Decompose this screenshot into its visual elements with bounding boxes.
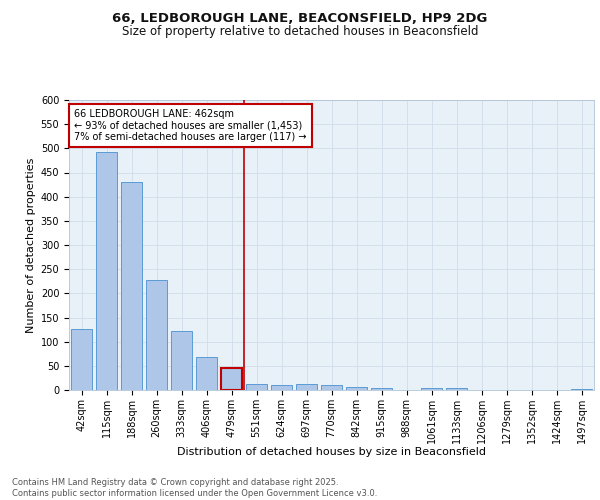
Bar [171,331,192,390]
Bar [371,388,392,390]
Text: 66 LEDBOROUGH LANE: 462sqm
← 93% of detached houses are smaller (1,453)
7% of se: 66 LEDBOROUGH LANE: 462sqm ← 93% of deta… [74,108,307,142]
Bar [421,388,442,390]
Bar [246,384,267,390]
Bar [446,388,467,390]
Bar [571,388,592,390]
Bar [121,182,142,390]
X-axis label: Distribution of detached houses by size in Beaconsfield: Distribution of detached houses by size … [177,448,486,458]
Bar [146,280,167,390]
Bar [221,368,242,390]
Text: 66, LEDBOROUGH LANE, BEACONSFIELD, HP9 2DG: 66, LEDBOROUGH LANE, BEACONSFIELD, HP9 2… [112,12,488,26]
Bar [296,384,317,390]
Bar [196,357,217,390]
Text: Size of property relative to detached houses in Beaconsfield: Size of property relative to detached ho… [122,25,478,38]
Y-axis label: Number of detached properties: Number of detached properties [26,158,37,332]
Bar [346,386,367,390]
Bar [321,385,342,390]
Bar [271,385,292,390]
Text: Contains HM Land Registry data © Crown copyright and database right 2025.
Contai: Contains HM Land Registry data © Crown c… [12,478,377,498]
Bar [96,152,117,390]
Bar [71,328,92,390]
